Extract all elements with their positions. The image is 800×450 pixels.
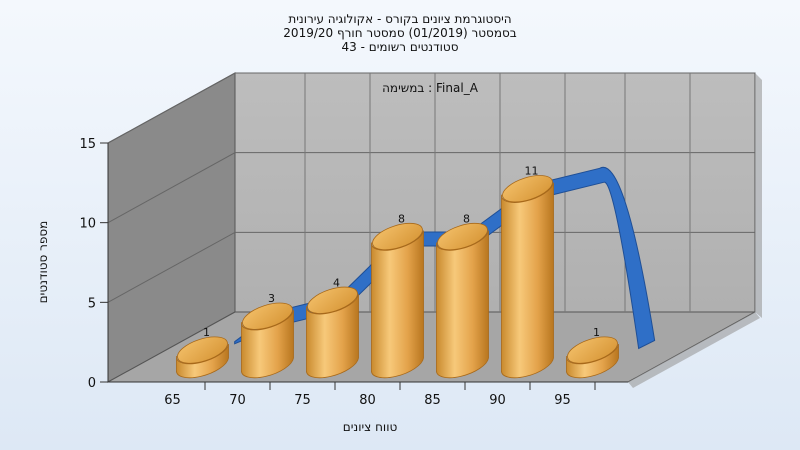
bar [176, 336, 229, 379]
x-tick-label: 80 [359, 393, 376, 408]
y-tick-label: 0 [88, 376, 96, 391]
bar-top [242, 302, 293, 330]
y-axis-title: מספר סטודנטים [36, 221, 50, 304]
y-tick-label: 10 [79, 217, 96, 232]
bars [176, 175, 619, 379]
bar-body [306, 294, 359, 379]
chart-title-line-2: בסמסטר (01/2019) סמסטר חורף 2019/20 [283, 26, 517, 40]
bar-body [566, 343, 619, 379]
bar-top [502, 175, 553, 203]
grid-line [107, 152, 755, 224]
chart-subtitle: במשימה : Final_A [382, 81, 479, 95]
bar-body [176, 343, 229, 379]
y-tick-label: 5 [88, 296, 96, 311]
x-axis-title: טווח ציונים [343, 420, 398, 434]
data-label: 4 [333, 276, 340, 289]
bar [241, 302, 294, 379]
grid-line [107, 72, 755, 144]
bar-top [177, 336, 228, 364]
chart-title-line-3: סטודנטים רשומים - 43 [341, 40, 459, 54]
data-label: 3 [268, 292, 275, 305]
bar [306, 286, 359, 379]
grid-line [107, 231, 755, 303]
y-tick-label: 15 [79, 137, 96, 152]
bar [566, 336, 619, 379]
data-label: 1 [203, 326, 210, 339]
bar-body [241, 310, 294, 379]
bar-body [371, 230, 424, 379]
bar [501, 175, 554, 379]
bar [371, 222, 424, 379]
x-tick-label: 90 [489, 393, 506, 408]
x-tick-label: 75 [294, 393, 311, 408]
bar-body [436, 230, 489, 379]
axes: 0 5 10 15 [79, 137, 628, 391]
x-tick-label: 95 [554, 393, 571, 408]
x-tick-label: 70 [229, 393, 246, 408]
right-wall-shadow [628, 312, 760, 388]
data-label: 8 [398, 213, 405, 226]
back-wall [234, 72, 756, 313]
bar [436, 222, 489, 379]
bar-top [437, 222, 488, 251]
data-label: 1 [593, 326, 600, 339]
x-tick-label: 85 [424, 393, 441, 408]
data-label: 11 [525, 165, 539, 178]
chart-title-line-1: היסטוגרמת ציונים בקורס - אקולוגיה עירוני… [288, 12, 512, 26]
bar-top [567, 336, 618, 364]
bar-top [372, 222, 423, 251]
x-tick-label: 65 [164, 393, 181, 408]
data-label: 8 [463, 213, 470, 226]
bar-body [501, 182, 554, 379]
bar-top [307, 286, 358, 314]
right-back-shadow [755, 73, 762, 318]
